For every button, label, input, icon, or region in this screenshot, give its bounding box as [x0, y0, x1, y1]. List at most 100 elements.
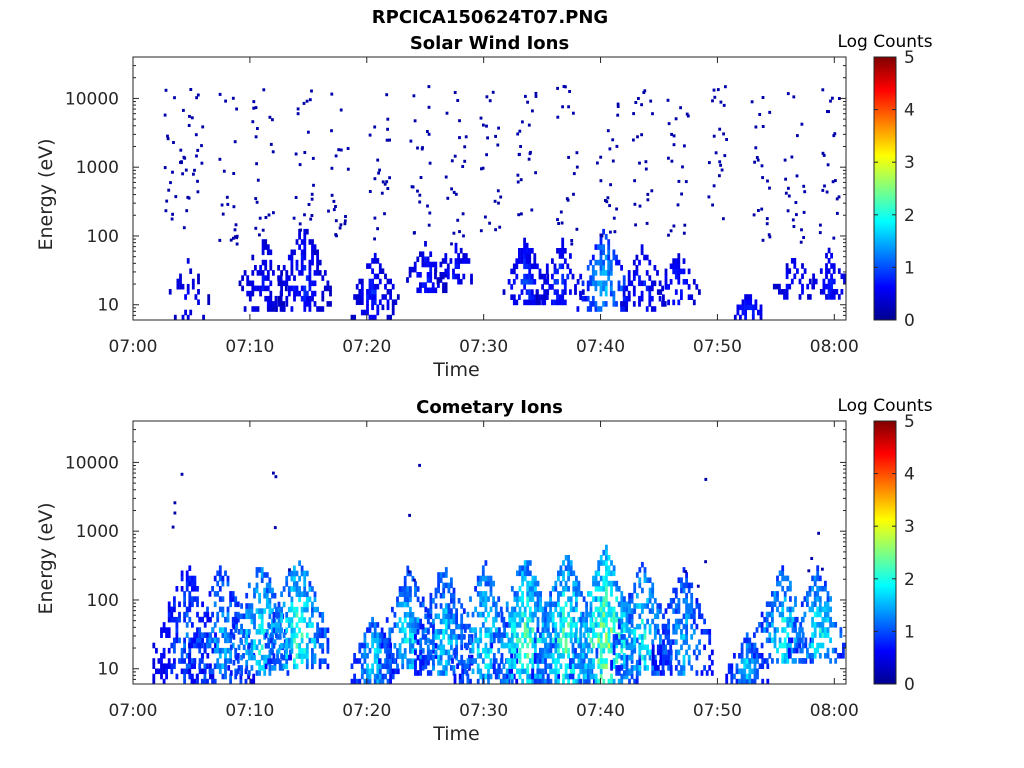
data-cell: [649, 99, 653, 103]
data-cell: [303, 653, 307, 659]
data-cell: [534, 91, 538, 95]
data-cell: [803, 268, 807, 274]
data-cell: [712, 88, 716, 92]
data-cell: [292, 216, 296, 220]
data-cell: [500, 658, 504, 664]
data-cell: [589, 658, 593, 664]
data-cell: [409, 570, 412, 577]
data-cell: [413, 266, 417, 273]
data-cell: [476, 591, 480, 597]
data-cell: [186, 195, 190, 199]
data-cell: [311, 290, 314, 297]
data-cell: [676, 203, 680, 207]
y-tick-label: 10000: [65, 89, 119, 109]
data-cell: [175, 622, 179, 628]
data-cell: [499, 668, 503, 675]
data-cell: [437, 577, 440, 583]
data-cell: [193, 575, 197, 582]
data-cell: [557, 653, 560, 659]
data-cell: [674, 608, 678, 614]
data-cell: [615, 596, 619, 602]
data-cell: [393, 643, 397, 649]
data-cell: [510, 678, 514, 684]
data-cell: [447, 608, 451, 614]
data-cell: [781, 653, 785, 659]
data-cell: [385, 180, 389, 184]
data-cell: [378, 278, 382, 285]
data-cell: [444, 258, 448, 264]
data-cell: [677, 670, 681, 676]
data-cell: [311, 586, 314, 592]
data-cell: [463, 159, 467, 163]
data-cell: [692, 608, 696, 614]
data-cell: [635, 665, 639, 671]
data-cell: [682, 634, 686, 640]
y-axis-label: Energy (eV): [35, 502, 57, 614]
data-cell: [710, 649, 714, 656]
colorbar-tick-label: 0: [904, 311, 915, 331]
data-cell: [424, 654, 428, 661]
data-cell: [632, 138, 635, 142]
data-cell: [401, 601, 405, 608]
data-cell: [824, 606, 827, 613]
data-cell: [632, 270, 636, 276]
data-cell: [434, 587, 438, 594]
data-cell: [579, 632, 583, 638]
data-cell: [745, 653, 749, 659]
data-cell: [396, 622, 399, 628]
data-cell: [492, 622, 495, 628]
data-cell: [564, 642, 568, 649]
data-cell: [285, 581, 289, 587]
data-cell: [553, 289, 557, 295]
data-cell: [615, 580, 619, 587]
data-cell: [203, 632, 207, 638]
data-cell: [185, 668, 189, 675]
data-cell: [599, 606, 603, 613]
data-cell: [520, 212, 523, 216]
data-cell: [334, 154, 338, 158]
data-cell: [667, 284, 670, 290]
data-cell: [311, 259, 314, 266]
data-cell: [255, 587, 259, 594]
data-cell: [434, 649, 438, 656]
data-cell: [612, 663, 616, 669]
data-cell: [224, 653, 227, 659]
data-cell: [643, 577, 647, 583]
data-cell: [674, 654, 678, 661]
data-cell: [523, 560, 527, 566]
data-cell: [176, 278, 180, 285]
data-cell: [632, 112, 635, 116]
data-cell: [280, 643, 283, 649]
data-cell: [206, 611, 210, 618]
data-cell: [564, 647, 568, 654]
data-cell: [313, 596, 317, 603]
data-cell: [656, 608, 660, 614]
data-cell: [793, 263, 797, 269]
data-cell: [386, 278, 390, 285]
data-cell: [371, 289, 374, 295]
data-cell: [564, 632, 568, 638]
data-cell: [816, 611, 820, 618]
data-cell: [360, 653, 364, 659]
data-cell: [229, 644, 233, 651]
data-cell: [567, 647, 570, 654]
data-cell: [738, 653, 741, 659]
data-cell: [594, 580, 598, 587]
data-cell: [806, 591, 809, 597]
data-cell: [682, 567, 686, 573]
data-cell: [806, 647, 809, 654]
data-cell: [460, 623, 464, 630]
data-cell: [682, 258, 686, 264]
data-cell: [432, 659, 435, 666]
data-cell: [680, 618, 683, 625]
data-cell: [274, 475, 278, 479]
data-cell: [248, 280, 252, 287]
data-cell: [594, 596, 598, 602]
data-cell: [458, 678, 462, 684]
data-cell: [791, 627, 795, 633]
data-cell: [680, 634, 683, 640]
data-cell: [462, 273, 466, 280]
data-cell: [575, 627, 578, 633]
data-cell: [416, 146, 419, 150]
data-cell: [188, 658, 191, 664]
